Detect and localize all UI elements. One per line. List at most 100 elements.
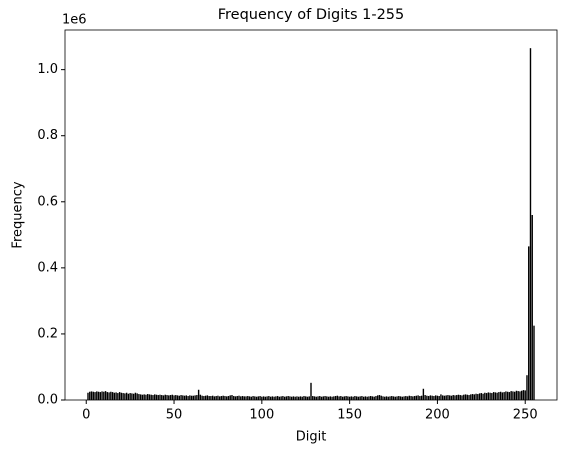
bar bbox=[132, 393, 135, 400]
bar bbox=[333, 396, 335, 400]
bar bbox=[452, 395, 454, 400]
bar bbox=[199, 394, 202, 400]
bar bbox=[190, 395, 193, 400]
bar bbox=[139, 394, 142, 400]
bar bbox=[480, 393, 483, 400]
bar bbox=[315, 396, 317, 400]
bar bbox=[152, 395, 154, 400]
bar bbox=[470, 394, 472, 400]
bar bbox=[427, 396, 430, 400]
bar bbox=[415, 395, 418, 400]
bar bbox=[266, 396, 268, 400]
bar bbox=[491, 393, 493, 400]
bar bbox=[147, 394, 149, 400]
bar bbox=[517, 391, 519, 400]
bar bbox=[194, 395, 196, 400]
bar bbox=[168, 395, 170, 400]
bar bbox=[401, 396, 404, 400]
bar bbox=[280, 396, 282, 400]
bar bbox=[508, 392, 511, 400]
bar bbox=[368, 396, 370, 400]
bar bbox=[533, 325, 535, 400]
bar bbox=[220, 396, 223, 400]
bar bbox=[136, 393, 138, 400]
bar bbox=[173, 395, 175, 400]
bar bbox=[299, 396, 302, 400]
bar bbox=[459, 395, 461, 400]
bar bbox=[210, 396, 212, 400]
x-tick-label: 200 bbox=[425, 408, 450, 423]
y-tick-label: 0.4 bbox=[37, 260, 58, 275]
bar bbox=[248, 396, 251, 400]
bar bbox=[283, 396, 286, 400]
bar bbox=[385, 396, 388, 400]
bar bbox=[513, 391, 516, 400]
bar bbox=[482, 393, 484, 400]
bar bbox=[176, 395, 179, 400]
bar bbox=[131, 393, 133, 400]
bar bbox=[161, 395, 163, 400]
bar bbox=[122, 393, 124, 400]
x-tick-label: 100 bbox=[249, 408, 274, 423]
bar bbox=[301, 396, 303, 400]
bar bbox=[449, 395, 451, 400]
bar bbox=[250, 396, 253, 400]
bar bbox=[129, 393, 131, 400]
bar bbox=[466, 394, 468, 400]
bar bbox=[117, 393, 119, 400]
bar bbox=[229, 395, 231, 400]
bar bbox=[298, 396, 300, 400]
bar bbox=[154, 394, 156, 400]
bar bbox=[290, 396, 293, 400]
bar bbox=[87, 392, 89, 400]
bar bbox=[278, 396, 281, 400]
bar bbox=[505, 391, 507, 400]
bar bbox=[389, 396, 391, 400]
bar bbox=[336, 395, 339, 400]
bar bbox=[438, 396, 440, 400]
bar bbox=[403, 396, 405, 400]
bar bbox=[233, 396, 235, 400]
bar bbox=[343, 396, 346, 400]
bar bbox=[313, 396, 316, 400]
bar bbox=[215, 396, 217, 400]
bar bbox=[526, 375, 528, 400]
bar bbox=[322, 396, 324, 400]
bar bbox=[450, 395, 453, 400]
bar bbox=[224, 396, 226, 400]
bar bbox=[245, 396, 247, 400]
bar bbox=[303, 396, 305, 400]
bar bbox=[357, 396, 360, 400]
x-tick-label: 50 bbox=[166, 408, 183, 423]
bar bbox=[319, 396, 321, 400]
y-tick-label: 0.0 bbox=[37, 393, 58, 408]
bar bbox=[521, 390, 523, 400]
bar bbox=[101, 391, 103, 400]
bar bbox=[528, 246, 530, 400]
bar bbox=[515, 390, 518, 400]
bar bbox=[436, 395, 439, 400]
y-tick-label: 0.6 bbox=[37, 194, 58, 209]
bar bbox=[208, 396, 210, 400]
x-tick-label: 0 bbox=[82, 408, 90, 423]
bar bbox=[169, 395, 172, 400]
bar bbox=[289, 396, 291, 400]
bar bbox=[204, 395, 207, 400]
bar bbox=[157, 395, 159, 400]
bar bbox=[175, 395, 177, 400]
bar bbox=[408, 395, 411, 400]
bar bbox=[171, 394, 173, 400]
bar bbox=[252, 396, 254, 400]
bar bbox=[422, 388, 425, 400]
bar bbox=[324, 396, 326, 400]
bar bbox=[417, 395, 419, 400]
bar bbox=[192, 395, 195, 400]
bar bbox=[183, 395, 186, 400]
bar bbox=[203, 396, 205, 400]
bar bbox=[345, 396, 347, 400]
bar bbox=[247, 396, 249, 400]
bar bbox=[373, 396, 375, 400]
bar bbox=[531, 215, 533, 400]
bar bbox=[426, 395, 428, 400]
bar bbox=[262, 396, 265, 400]
